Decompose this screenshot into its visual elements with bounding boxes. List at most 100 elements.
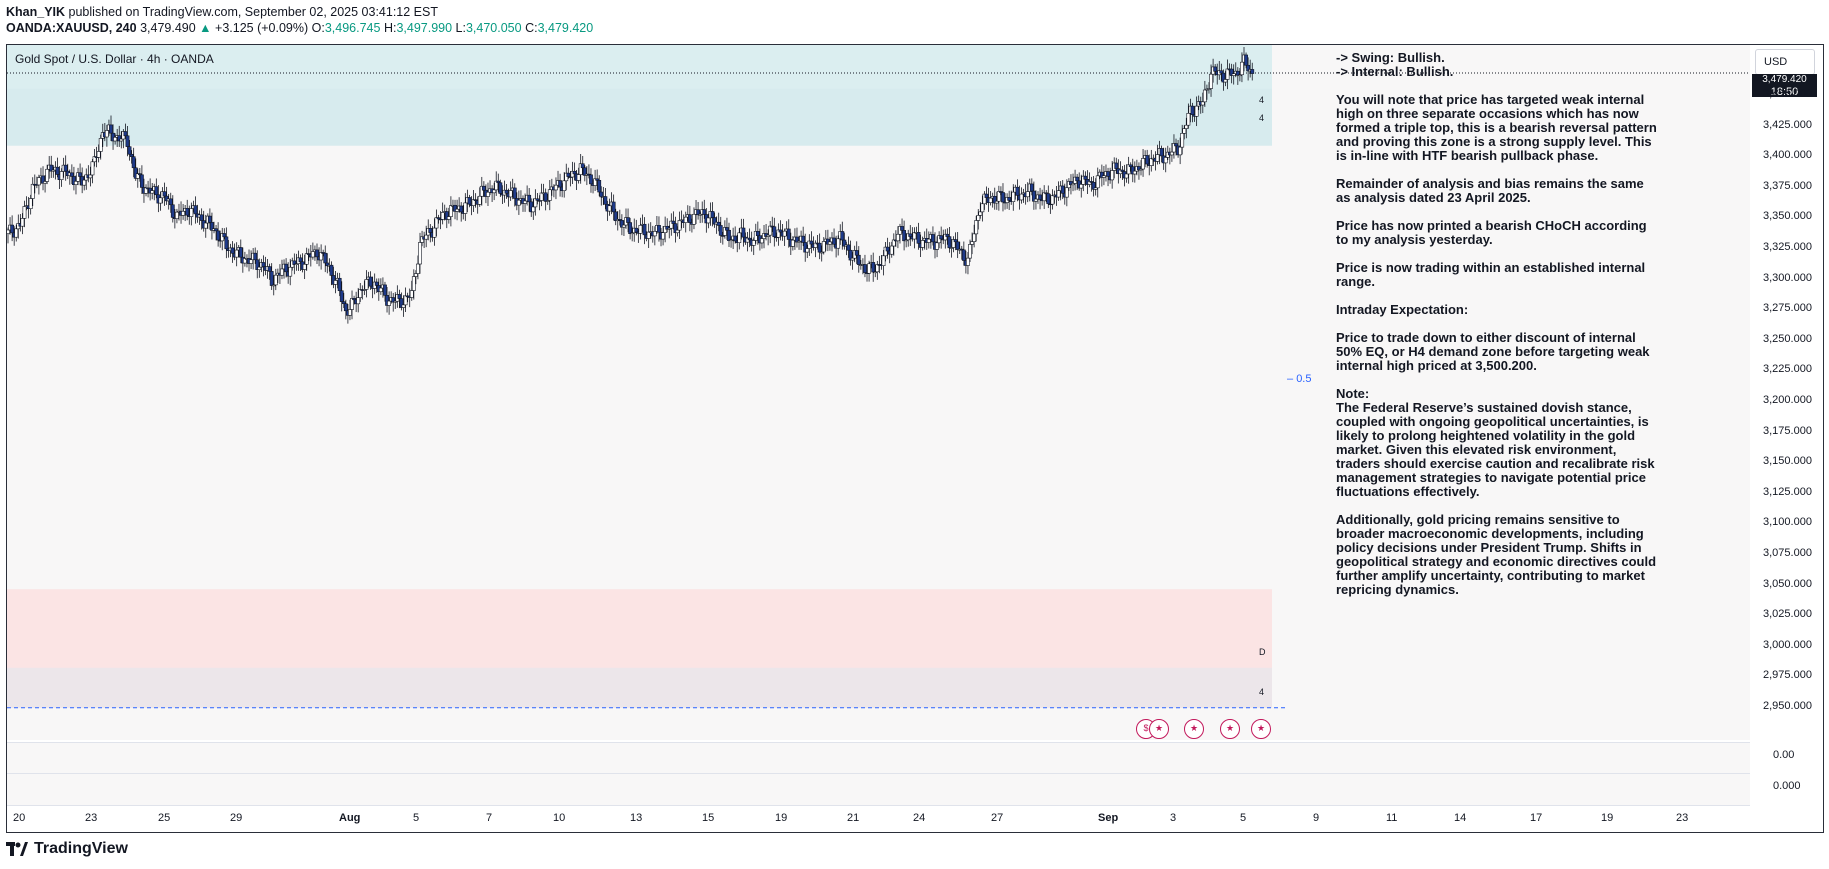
candle-body: [698, 213, 703, 216]
candle-body: [78, 172, 83, 177]
candle-body: [1202, 89, 1207, 103]
candle-body: [1244, 54, 1248, 66]
candle-body: [238, 247, 243, 258]
tradingview-logo[interactable]: TradingView: [6, 840, 128, 858]
candle-body: [665, 225, 670, 230]
candle-body: [1001, 192, 1005, 203]
candle-body: [280, 268, 284, 276]
note-range: Price is now trading within an establish…: [1336, 260, 1646, 289]
candle-body: [671, 220, 676, 224]
candle-body: [20, 218, 25, 227]
candle-body: [996, 191, 1001, 202]
candle-body: [92, 156, 97, 163]
candlestick-chart[interactable]: [7, 45, 1750, 740]
chart-plot-area[interactable]: [7, 45, 1750, 740]
candle-body: [1029, 183, 1034, 192]
candle-body: [840, 231, 845, 241]
candle-body: [751, 240, 756, 246]
candle-body: [867, 263, 871, 274]
candle-body: [667, 227, 672, 230]
candle-body: [994, 200, 999, 204]
time-tick-label: 15: [702, 812, 715, 824]
candle-body: [916, 231, 921, 244]
candle-body: [207, 215, 212, 223]
candle-body: [45, 168, 50, 182]
candle-body: [716, 221, 721, 226]
candle-body: [273, 274, 278, 286]
candle-body: [253, 252, 258, 261]
publish-info: published on TradingView.com, September …: [68, 5, 438, 19]
candle-body: [1178, 146, 1183, 156]
candle-body: [572, 170, 577, 175]
candle-body: [718, 225, 723, 236]
candle-body: [249, 259, 253, 264]
price-axis[interactable]: [1751, 45, 1823, 832]
currency-selector[interactable]: USD: [1755, 49, 1815, 75]
time-tick-label: 10: [553, 812, 566, 824]
candle-body: [902, 230, 907, 242]
candle-body: [113, 136, 118, 142]
time-tick-label: 23: [1676, 812, 1689, 824]
time-axis[interactable]: 20 23 25 29 Aug 5 7 10 13 15 19 21 24 27 Sep 3 5 9 11 14 17 1…: [7, 805, 1750, 832]
price-tick-label: 3,375.000: [1763, 179, 1812, 192]
candle-body: [329, 264, 334, 276]
candle-body: [368, 276, 373, 287]
candle-body: [531, 206, 536, 213]
candle-body: [356, 297, 361, 305]
us-flag-icon[interactable]: ★: [1184, 719, 1204, 739]
candle-body: [135, 173, 140, 179]
candle-body: [854, 250, 859, 256]
candle-body: [51, 169, 56, 172]
supply-zone-label-2: 4: [1259, 113, 1265, 123]
candle-body: [498, 182, 503, 194]
open-label: O:: [311, 21, 325, 35]
author-name[interactable]: Khan_YIK: [6, 5, 66, 19]
candle-body: [104, 130, 109, 138]
price-tick-label: 3,000.000: [1763, 638, 1812, 651]
candle-body: [43, 181, 47, 184]
candle-body: [131, 156, 136, 169]
chart-title[interactable]: Gold Spot / U.S. Dollar · 4h · OANDA: [15, 52, 214, 66]
us-flag-icon[interactable]: ★: [1220, 719, 1240, 739]
symbol-label[interactable]: OANDA:XAUUSD, 240: [6, 21, 137, 35]
time-tick-label: 27: [991, 812, 1004, 824]
demand-zone-label-daily: D: [1259, 647, 1266, 657]
time-tick-label: 14: [1454, 812, 1467, 824]
candle-body: [55, 166, 60, 175]
candle-body: [554, 184, 558, 191]
candle-body: [1221, 72, 1226, 83]
us-flag-icon[interactable]: ★: [1251, 719, 1271, 739]
candle-body: [945, 233, 950, 237]
candle-body: [687, 214, 692, 223]
candle-body: [432, 227, 437, 238]
candle-body: [1042, 192, 1047, 202]
candle-body: [797, 240, 801, 243]
candle-body: [1011, 191, 1016, 202]
candle-body: [401, 304, 406, 308]
current-price-value: 3,479.420: [1762, 74, 1807, 85]
candle-body: [1128, 164, 1133, 167]
candle-body: [28, 198, 33, 209]
candle-body: [896, 233, 900, 242]
candle-body: [805, 248, 810, 253]
candle-body: [619, 220, 624, 228]
candle-body: [1184, 124, 1189, 129]
candle-body: [1083, 175, 1088, 180]
candle-body: [1174, 143, 1178, 147]
candle-body: [181, 210, 186, 216]
candle-body: [795, 236, 799, 243]
candle-body: [891, 239, 896, 247]
candle-body: [613, 211, 618, 222]
us-flag-icon[interactable]: ★: [1149, 719, 1169, 739]
price-tick-label: 3,450.000: [1763, 88, 1812, 100]
candle-body: [30, 183, 35, 199]
price-tick-label: 3,200.000: [1763, 394, 1812, 406]
candle-body: [69, 172, 74, 177]
candle-body: [255, 259, 260, 270]
pane-divider: [7, 773, 1750, 774]
note-heading: Note:: [1336, 386, 1370, 401]
candle-body: [1170, 151, 1174, 156]
candle-body: [323, 252, 328, 264]
candle-body: [920, 240, 925, 248]
candle-body: [409, 290, 414, 298]
